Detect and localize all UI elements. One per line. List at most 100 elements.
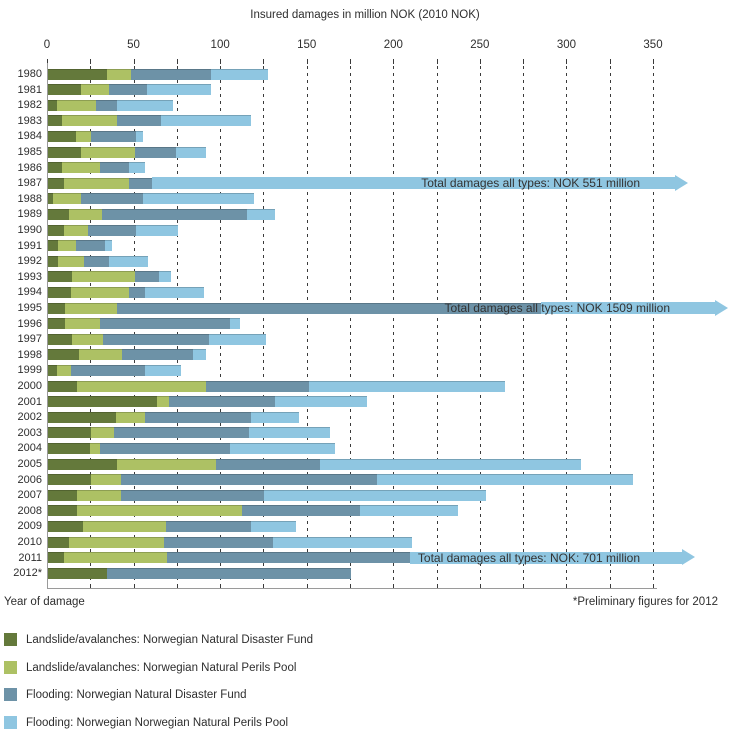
bar-segment <box>91 130 137 142</box>
arrow-label: Total damages all types: NOK: 701 millio… <box>417 550 640 565</box>
bar-segment <box>48 162 62 174</box>
year-label: 1986 <box>17 161 42 174</box>
bar-segment <box>84 255 109 267</box>
legend-item: Landslide/avalanches: Norwegian Natural … <box>4 633 424 647</box>
total-arrow <box>151 177 675 190</box>
year-label: 1991 <box>17 239 42 252</box>
bar-segment <box>48 333 73 345</box>
bar-segment <box>106 567 351 579</box>
gridline <box>436 66 438 588</box>
bar-segment <box>103 333 209 345</box>
bar-segment <box>144 411 251 423</box>
bar-segment <box>48 271 73 283</box>
bar-segment <box>48 302 66 314</box>
year-label: 2003 <box>17 426 42 439</box>
axis-tick <box>90 59 92 64</box>
axis-tick <box>393 59 395 64</box>
axis-tick <box>436 59 438 64</box>
year-label: 1990 <box>17 224 42 236</box>
bar-segment <box>48 318 66 330</box>
gridline <box>523 66 525 588</box>
legend-label: Flooding: Norwegian Norwegian Natural Pe… <box>26 716 289 729</box>
axis-tick <box>176 59 178 64</box>
bar-segment <box>65 302 118 314</box>
bar-segment <box>80 84 109 96</box>
bar-segment <box>134 146 177 158</box>
gridline <box>609 66 611 588</box>
axis-tick <box>47 59 48 64</box>
bar-segment <box>117 302 542 314</box>
bar-segment <box>89 442 100 454</box>
gridline <box>306 66 308 588</box>
y-axis-label: Year of damage <box>4 596 85 608</box>
x-tick-label: 100 <box>210 39 230 51</box>
axis-tick <box>609 59 611 64</box>
year-label: 2011 <box>18 551 42 564</box>
bar-segment <box>241 505 360 517</box>
bar-segment <box>48 489 78 501</box>
year-label: 1994 <box>17 286 42 299</box>
bar-segment <box>48 442 90 454</box>
gridline <box>653 66 654 588</box>
bar-segment <box>63 177 130 189</box>
bar-segment <box>82 520 166 532</box>
axis-tick <box>220 59 222 64</box>
bar-segment <box>144 364 182 376</box>
gridline <box>350 66 351 588</box>
year-label: 2010 <box>17 536 42 548</box>
bar-segment <box>193 349 206 361</box>
bar-segment <box>209 333 267 345</box>
bar-segment <box>48 130 76 142</box>
bar-segment <box>48 411 116 423</box>
year-label: 2012* <box>13 567 42 580</box>
x-tick-label: 350 <box>643 39 663 51</box>
year-label: 2000 <box>17 380 42 392</box>
bar-segment <box>48 552 64 564</box>
bar-segment <box>79 349 123 361</box>
year-label: 2001 <box>17 395 42 408</box>
bar-segment <box>105 240 113 252</box>
bar-segment <box>70 286 130 298</box>
bar-segment <box>48 286 71 298</box>
bar-segment <box>176 146 206 158</box>
legend-swatch <box>4 660 17 674</box>
bar-segment <box>48 84 81 96</box>
legend-swatch <box>4 715 17 729</box>
bar-segment <box>264 489 487 501</box>
bar-segment <box>56 99 97 111</box>
bar-segment <box>117 99 173 111</box>
year-label: 1988 <box>17 192 42 205</box>
year-label: 1989 <box>17 208 42 221</box>
bar-segment <box>134 271 159 283</box>
legend-label: Flooding: Norwegian Natural Disaster Fun… <box>26 689 247 701</box>
bar-segment <box>48 208 69 220</box>
bar-segment <box>70 364 145 376</box>
bar-segment <box>131 68 211 80</box>
bar-segment <box>158 271 171 283</box>
bar-segment <box>48 240 59 252</box>
year-label: 2002 <box>17 411 42 424</box>
bar-segment <box>75 240 106 252</box>
bar-segment <box>75 130 92 142</box>
bar-segment <box>309 380 506 392</box>
year-label: 2009 <box>17 520 42 533</box>
bar-segment <box>99 162 130 174</box>
year-label: 2005 <box>17 458 42 470</box>
bar-segment <box>106 68 132 80</box>
bar-segment <box>48 567 107 579</box>
axis-tick <box>350 59 351 64</box>
bar-segment <box>146 84 211 96</box>
year-label: 1987 <box>17 177 42 190</box>
bar-segment <box>48 536 69 548</box>
bar-segment <box>143 193 255 205</box>
bar-segment <box>250 520 296 532</box>
footnote: *Preliminary figures for 2012 <box>572 596 718 608</box>
bar-segment <box>229 318 241 330</box>
bar-segment <box>48 380 78 392</box>
bar-segment <box>144 286 204 298</box>
bar-segment <box>210 68 268 80</box>
axis-tick <box>523 59 525 64</box>
x-tick-label: 300 <box>556 39 577 51</box>
bar-segment <box>58 255 85 267</box>
